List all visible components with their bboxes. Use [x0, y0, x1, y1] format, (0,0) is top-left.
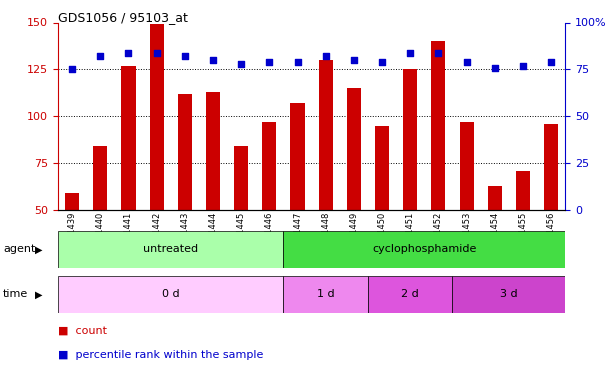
Text: agent: agent — [3, 244, 35, 254]
Text: 0 d: 0 d — [162, 290, 180, 299]
Bar — [403, 69, 417, 304]
Text: time: time — [3, 290, 28, 299]
Point — [518, 63, 528, 69]
Bar — [516, 171, 530, 304]
Text: 1 d: 1 d — [317, 290, 334, 299]
Bar — [284, 231, 565, 268]
Bar — [65, 193, 79, 304]
Bar — [488, 186, 502, 304]
Bar — [262, 122, 276, 304]
Point — [293, 59, 302, 65]
Text: ■  percentile rank within the sample: ■ percentile rank within the sample — [58, 350, 263, 360]
Bar — [368, 276, 453, 313]
Bar — [459, 122, 474, 304]
Point — [152, 50, 161, 55]
Point — [349, 57, 359, 63]
Text: untreated: untreated — [143, 244, 199, 254]
Bar — [234, 146, 248, 304]
Point — [95, 53, 105, 59]
Bar — [431, 41, 445, 304]
Bar — [375, 126, 389, 304]
Point — [208, 57, 218, 63]
Text: ▶: ▶ — [35, 290, 43, 299]
Bar — [284, 276, 368, 313]
Point — [434, 50, 444, 55]
Text: cyclophosphamide: cyclophosphamide — [372, 244, 477, 254]
Bar — [122, 66, 136, 304]
Bar — [319, 60, 333, 304]
Bar — [178, 94, 192, 304]
Point — [546, 59, 556, 65]
Text: ■  count: ■ count — [58, 326, 107, 336]
Point — [377, 59, 387, 65]
Bar — [544, 124, 558, 304]
Point — [265, 59, 274, 65]
Bar — [150, 24, 164, 304]
Point — [236, 61, 246, 67]
Point — [490, 64, 500, 70]
Point — [462, 59, 472, 65]
Point — [123, 50, 133, 55]
Text: ▶: ▶ — [35, 244, 43, 254]
Point — [405, 50, 415, 55]
Bar — [206, 92, 220, 304]
Bar — [453, 276, 565, 313]
Text: 3 d: 3 d — [500, 290, 518, 299]
Bar — [347, 88, 361, 304]
Bar — [58, 231, 284, 268]
Text: GDS1056 / 95103_at: GDS1056 / 95103_at — [58, 11, 188, 24]
Bar — [93, 146, 108, 304]
Point — [180, 53, 189, 59]
Point — [67, 66, 77, 72]
Bar — [58, 276, 284, 313]
Text: 2 d: 2 d — [401, 290, 419, 299]
Point — [321, 53, 331, 59]
Bar — [290, 103, 304, 304]
